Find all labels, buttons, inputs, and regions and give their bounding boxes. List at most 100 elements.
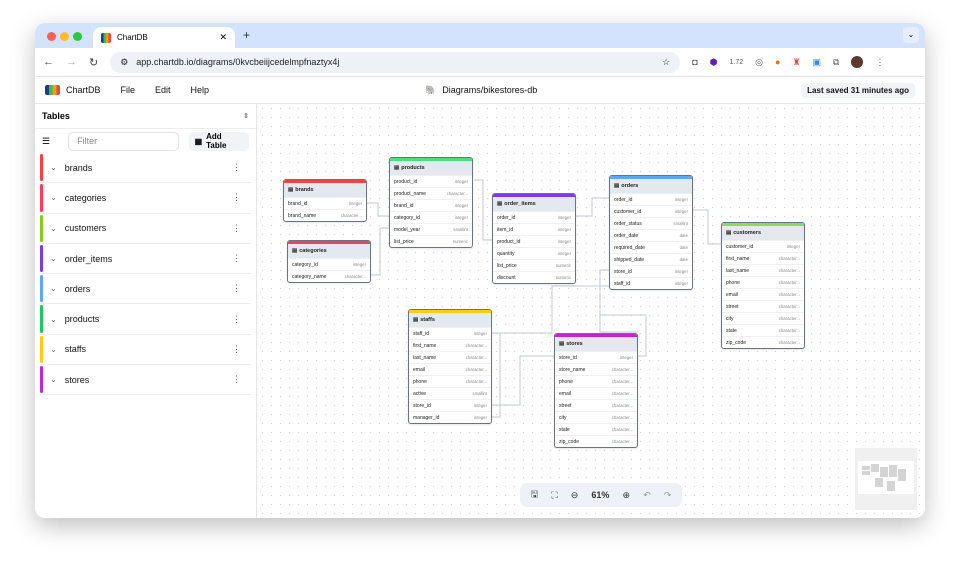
list-toggle-icon[interactable]: ☰ (42, 135, 51, 146)
column-row[interactable]: store_name character... (555, 363, 637, 375)
chevron-down-icon[interactable]: ⌄ (50, 254, 57, 264)
add-table-button[interactable]: ▦ Add Table (188, 131, 249, 151)
minimap[interactable] (855, 448, 917, 510)
column-row[interactable]: product_name character... (390, 187, 472, 199)
more-options-icon[interactable]: ⋮ (232, 343, 241, 354)
close-tab-icon[interactable]: ✕ (219, 32, 227, 42)
sidebar-item-products[interactable]: ⌄ products ⋮ (40, 304, 251, 335)
save-icon[interactable]: 🖫 (530, 489, 539, 499)
tab-search-button[interactable]: ⌄ (903, 27, 919, 43)
diagram-title[interactable]: Diagrams/bikestores-db (442, 85, 538, 95)
maximize-window-button[interactable] (73, 32, 82, 41)
table-node-brands[interactable]: ▤ brands brand_id integer brand_name characte… (283, 179, 367, 222)
diagram-canvas[interactable] (258, 104, 925, 518)
column-row[interactable]: brand_id integer (284, 197, 366, 209)
cookie-extension-icon[interactable]: ● (775, 57, 781, 67)
table-node-orders[interactable]: ▤ orders order_id integer customer_id integer… (609, 175, 693, 290)
column-row[interactable]: city character... (722, 312, 804, 324)
more-options-icon[interactable]: ⋮ (232, 253, 241, 264)
more-options-icon[interactable]: ⋮ (232, 374, 241, 385)
table-node-staffs[interactable]: ▤ staffs staff_id integer first_name characte… (408, 309, 492, 424)
column-row[interactable]: item_id integer (493, 223, 575, 235)
site-settings-icon[interactable]: ⚙ (120, 56, 129, 67)
menu-edit[interactable]: Edit (155, 85, 171, 95)
column-row[interactable]: phone character... (555, 375, 637, 387)
menu-file[interactable]: File (120, 85, 136, 95)
column-row[interactable]: category_id integer (288, 258, 370, 270)
column-row[interactable]: model_year smallint (390, 223, 472, 235)
more-options-icon[interactable]: ⋮ (232, 283, 241, 294)
redo-icon[interactable]: ↷ (663, 489, 672, 500)
browser-menu-icon[interactable]: ⋮ (875, 56, 885, 67)
column-row[interactable]: order_id integer (493, 211, 575, 223)
back-icon[interactable]: ← (43, 56, 54, 68)
chevron-down-icon[interactable]: ⌄ (50, 163, 57, 173)
profile-avatar[interactable] (851, 56, 864, 68)
column-row[interactable]: manager_id integer (409, 411, 491, 423)
column-row[interactable]: last_name character... (409, 351, 491, 363)
column-row[interactable]: brand_id integer (390, 199, 472, 211)
column-row[interactable]: state character... (722, 324, 804, 336)
column-row[interactable]: brand_name character... (284, 209, 366, 221)
chevron-down-icon[interactable]: ⌄ (50, 375, 57, 385)
camera-extension-icon[interactable]: ◘ (692, 57, 698, 67)
column-row[interactable]: active smallint (409, 387, 491, 399)
translate-extension-icon[interactable]: ▣ (812, 56, 822, 67)
sidebar-item-brands[interactable]: ⌄ brands ⋮ (40, 153, 251, 184)
table-node-categories[interactable]: ▤ categories category_id integer category_na… (287, 240, 371, 283)
sidebar-item-orders[interactable]: ⌄ orders ⋮ (40, 274, 251, 305)
reload-icon[interactable]: ↻ (89, 56, 99, 69)
chevron-down-icon[interactable]: ⌄ (50, 344, 57, 354)
minimize-window-button[interactable] (60, 32, 69, 41)
column-row[interactable]: customer_id integer (610, 205, 692, 217)
column-row[interactable]: phone character... (722, 276, 804, 288)
new-tab-button[interactable]: + (243, 28, 251, 42)
column-row[interactable]: store_id integer (555, 351, 637, 363)
column-row[interactable]: city character... (555, 411, 637, 423)
sidebar-item-staffs[interactable]: ⌄ staffs ⋮ (40, 335, 251, 366)
column-row[interactable]: store_id integer (610, 265, 692, 277)
zoom-in-icon[interactable]: ⊕ (622, 489, 631, 500)
column-row[interactable]: customer_id integer (722, 240, 804, 252)
table-node-stores[interactable]: ▤ stores store_id integer store_name characte… (554, 333, 638, 448)
zoom-out-icon[interactable]: ⊖ (570, 489, 579, 500)
column-row[interactable]: zip_code character... (555, 435, 637, 447)
sidebar-item-customers[interactable]: ⌄ customers ⋮ (40, 214, 251, 244)
column-row[interactable]: store_id integer (409, 399, 491, 411)
more-options-icon[interactable]: ⋮ (232, 162, 241, 173)
column-row[interactable]: last_name character... (722, 264, 804, 276)
more-options-icon[interactable]: ⋮ (232, 192, 241, 203)
more-options-icon[interactable]: ⋮ (232, 222, 241, 233)
column-row[interactable]: first_name character... (409, 339, 491, 351)
column-row[interactable]: list_price numeric (390, 235, 472, 247)
sidebar-item-categories[interactable]: ⌄ categories ⋮ (40, 183, 251, 214)
sidebar-item-stores[interactable]: ⌄ stores ⋮ (40, 365, 251, 396)
column-row[interactable]: order_id integer (610, 193, 692, 205)
chevron-down-icon[interactable]: ⌄ (50, 223, 57, 233)
forward-icon[interactable]: → (66, 56, 77, 68)
column-row[interactable]: list_price numeric (493, 259, 575, 271)
sidebar-item-order_items[interactable]: ⌄ order_items ⋮ (40, 244, 251, 275)
extensions-puzzle-icon[interactable]: ⧉ (833, 56, 840, 67)
chevron-down-icon[interactable]: ⌄ (50, 284, 57, 294)
extension-badge[interactable]: 1.72 (729, 58, 744, 66)
more-options-icon[interactable]: ⋮ (232, 313, 241, 324)
table-node-customers[interactable]: ▤ customers customer_id integer first_name ch… (721, 222, 805, 349)
chevron-down-icon[interactable]: ⌄ (50, 193, 57, 203)
column-row[interactable]: email character... (409, 363, 491, 375)
column-row[interactable]: first_name character... (722, 252, 804, 264)
column-row[interactable]: phone character... (409, 375, 491, 387)
hide-extension-icon[interactable]: ◎ (755, 56, 763, 67)
expand-collapse-icon[interactable]: ⇕ (243, 113, 249, 120)
column-row[interactable]: required_date date (610, 241, 692, 253)
url-bar[interactable]: ⚙ app.chartdb.io/diagrams/0kvcbeiijcedelm… (110, 51, 681, 73)
browser-tab[interactable]: ChartDB ✕ (93, 27, 235, 48)
menu-help[interactable]: Help (190, 85, 210, 95)
column-row[interactable]: state character... (555, 423, 637, 435)
column-row[interactable]: discount numeric (493, 271, 575, 283)
extension-icon[interactable]: ♜ (792, 56, 801, 67)
url-text[interactable]: app.chartdb.io/diagrams/0kvcbeiijcedelmp… (136, 57, 340, 67)
bookmark-star-icon[interactable]: ☆ (662, 56, 671, 67)
column-row[interactable]: street character... (722, 300, 804, 312)
column-row[interactable]: email character... (555, 387, 637, 399)
